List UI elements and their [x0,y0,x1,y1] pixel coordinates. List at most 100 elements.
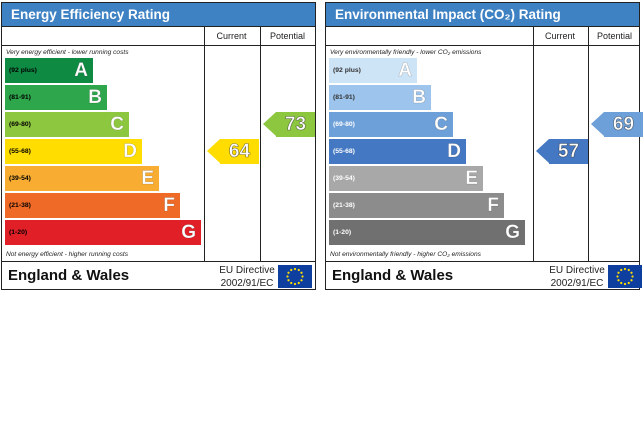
directive-line2: 2002/91/EC [550,277,604,289]
band-range: (55-68) [9,148,31,155]
band-range: (39-54) [333,175,355,182]
band-range: (1-20) [333,229,352,236]
grid-line [533,26,534,262]
region-label: England & Wales [8,267,130,284]
eu-star [627,268,630,272]
chart-title: Energy Efficiency Rating [2,3,315,26]
arrow-tip [263,112,276,136]
col-header-potential: Potential [269,31,306,41]
band-letter: A [398,60,412,82]
band-a: (92 plus) A [329,58,417,83]
environmental-impact-chart: Environmental Impact (CO₂) Rating Curren… [325,2,643,290]
eu-directive: EU Directive 2002/91/EC [218,265,276,290]
eu-star [297,281,300,285]
col-header-current: Current [544,31,575,41]
band-letter: G [505,222,520,244]
band-f: (21-38) F [329,193,504,218]
eu-star [301,275,304,278]
region-label: England & Wales [332,267,454,284]
band-range: (1-20) [9,229,28,236]
band-letter: F [163,195,175,217]
eu-star [293,282,297,286]
band-letter: C [110,114,124,136]
grid-line [326,26,639,27]
band-g: (1-20) G [5,220,201,245]
band-letter: B [88,87,102,109]
grid-line [588,26,589,262]
energy-efficiency-chart: Energy Efficiency Rating Current Potenti… [1,2,316,290]
band-range: (92 plus) [9,67,37,74]
band-b: (81-91) B [5,85,107,110]
band-range: (69-80) [333,121,355,128]
potential-rating-arrow: 73 [263,112,315,137]
eu-star [620,268,623,272]
band-d: (55-68) D [5,139,142,164]
band-range: (81-91) [9,94,31,101]
grid-line [326,261,639,262]
eu-star [631,275,634,278]
band-range: (69-80) [9,121,31,128]
top-note: Very environmentally friendly - lower CO… [330,49,482,56]
band-range: (21-38) [333,202,355,209]
eu-star [286,275,289,278]
current-rating-arrow: 57 [536,139,588,164]
potential-rating-value: 73 [276,112,315,137]
eu-star [290,268,293,272]
eu-star [287,279,290,282]
band-b: (81-91) B [329,85,431,110]
band-letter: E [465,168,478,190]
eu-star [627,281,630,285]
band-letter: G [181,222,196,244]
eu-star [623,267,627,271]
current-rating-value: 64 [220,139,259,164]
current-rating-arrow: 64 [207,139,259,164]
band-e: (39-54) E [5,166,159,191]
band-c: (69-80) C [329,112,453,137]
band-f: (21-38) F [5,193,180,218]
directive-line1: EU Directive [549,265,605,276]
arrow-tip [207,139,220,163]
band-range: (55-68) [333,148,355,155]
directive-line2: 2002/91/EC [220,277,274,289]
eu-star [623,282,627,286]
col-header-current: Current [216,31,247,41]
band-letter: C [434,114,448,136]
band-a: (92 plus) A [5,58,93,83]
band-d: (55-68) D [329,139,466,164]
band-range: (92 plus) [333,67,361,74]
band-range: (21-38) [9,202,31,209]
band-range: (81-91) [333,94,355,101]
bottom-note: Not environmentally friendly - higher CO… [330,251,481,258]
eu-star [287,271,290,274]
col-header-potential: Potential [596,31,633,41]
eu-star [620,281,623,285]
band-letter: B [412,87,426,109]
eu-star [617,279,620,282]
eu-flag-icon [608,265,642,288]
grid-line [260,26,261,262]
eu-star [630,279,633,282]
eu-star [297,268,300,272]
eu-star [616,275,619,278]
grid-line [2,261,315,262]
bottom-note: Not energy efficient - higher running co… [6,251,129,258]
eu-star [300,271,303,274]
band-letter: E [141,168,154,190]
band-e: (39-54) E [329,166,483,191]
eu-star [617,271,620,274]
chart-title: Environmental Impact (CO₂) Rating [326,3,639,26]
band-c: (69-80) C [5,112,129,137]
eu-flag-icon [278,265,312,288]
eu-star [630,271,633,274]
potential-rating-value: 69 [604,112,643,137]
band-g: (1-20) G [329,220,525,245]
eu-star [293,267,297,271]
arrow-tip [536,139,549,163]
directive-line1: EU Directive [219,265,275,276]
current-rating-value: 57 [549,139,588,164]
eu-star [290,281,293,285]
eu-star [300,279,303,282]
top-note: Very energy efficient - lower running co… [6,49,129,56]
grid-line [326,45,639,46]
grid-line [204,26,205,262]
